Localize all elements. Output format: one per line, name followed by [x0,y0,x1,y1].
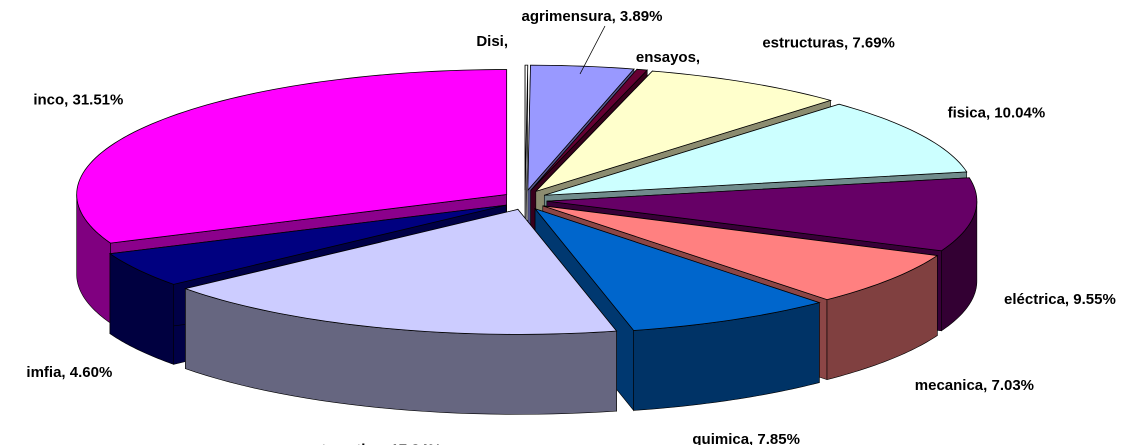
slice-label: mecanica, 7.03% [915,377,1034,394]
slice-label: fisica, 10.04% [948,104,1046,121]
slice [542,205,939,301]
leader-line [579,25,606,75]
slice-label: quimica, 7.85% [692,431,800,445]
slice [546,177,978,252]
slice-label: estructuras, 7.69% [762,34,895,51]
slice [527,64,635,192]
slice [108,204,507,285]
slice-label: agrimensura, 3.89% [522,8,663,25]
slice [530,68,649,191]
slice [533,207,821,331]
slice-label: inco, 31.51% [33,92,123,109]
slice [535,70,833,192]
slice-label: imfia, 4.60% [26,364,112,381]
slice [544,103,968,196]
slice [76,69,508,244]
slice-label: eléctrica, 9.55% [1004,291,1116,308]
slice [184,208,618,335]
slice-label: matematica, 17.84% [300,441,442,445]
slice-label: ensayos, [636,49,700,66]
slice [524,64,529,191]
slice-label: Disi, [476,33,508,50]
